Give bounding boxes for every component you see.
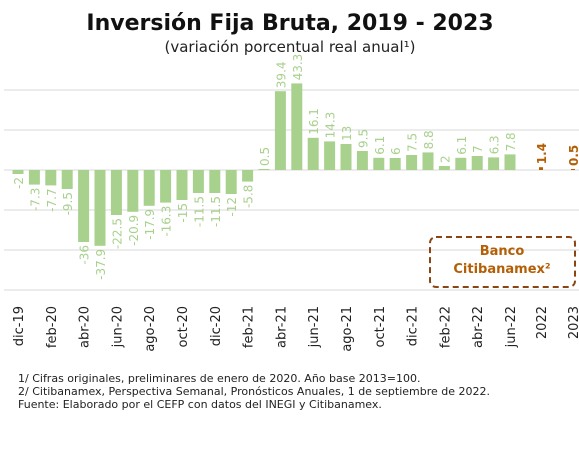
bar — [45, 170, 57, 186]
data-label: 6.1 — [373, 136, 387, 155]
bar — [274, 91, 286, 170]
data-label: 6 — [389, 147, 403, 155]
data-label: -17.9 — [143, 209, 157, 240]
bar — [192, 170, 204, 193]
data-label: -15 — [176, 203, 190, 223]
data-label: -5.8 — [242, 185, 256, 208]
data-label: -12 — [225, 197, 239, 217]
data-label: -36 — [78, 245, 92, 265]
chart-subtitle: (variación porcentual real anual¹) — [165, 38, 416, 56]
data-label: 2 — [438, 155, 452, 163]
bar — [488, 157, 500, 170]
bar — [209, 170, 221, 193]
bar — [356, 151, 368, 170]
footnote: 2/ Citibanamex, Perspectiva Semanal, Pro… — [18, 385, 491, 398]
data-label: -16.3 — [160, 206, 174, 237]
x-tick-label: feb-21 — [242, 306, 257, 348]
data-label: -11.5 — [192, 196, 206, 227]
bar — [539, 167, 543, 170]
bar — [242, 170, 254, 182]
data-label: 16.1 — [307, 108, 321, 135]
chart: Inversión Fija Bruta, 2019 - 2023 (varia… — [4, 11, 579, 352]
footnote: 1/ Cifras originales, preliminares de en… — [18, 372, 421, 385]
footnotes: 1/ Cifras originales, preliminares de en… — [18, 372, 574, 411]
bar — [438, 166, 450, 170]
data-label: -9.5 — [61, 192, 75, 215]
x-tick-label: ago-21 — [340, 306, 355, 352]
bar — [373, 157, 385, 170]
x-tick-label: ago-20 — [143, 306, 158, 352]
data-label: -2 — [12, 177, 26, 189]
bar — [94, 170, 106, 246]
bar — [110, 170, 122, 215]
bar — [389, 158, 401, 170]
bar — [455, 157, 467, 170]
x-tick-label: 2022 — [535, 306, 550, 339]
bar — [307, 137, 319, 170]
annotation-box — [429, 236, 576, 288]
bar — [143, 170, 155, 206]
x-tick-label: abr-22 — [471, 306, 486, 348]
data-label: 7 — [471, 145, 485, 153]
data-label: 0.5 — [567, 145, 579, 166]
bar — [504, 154, 516, 170]
data-label: 6.1 — [455, 136, 469, 155]
x-tick-label: jun-20 — [110, 306, 125, 348]
bar — [340, 144, 352, 170]
data-label: -7.7 — [45, 188, 59, 211]
bar — [160, 170, 172, 203]
annotation: Citibanamex² — [453, 262, 550, 277]
data-label: -20.9 — [127, 215, 141, 246]
chart-title: Inversión Fija Bruta, 2019 - 2023 — [86, 11, 493, 36]
annotation: Banco — [480, 244, 525, 259]
bar — [61, 170, 73, 189]
bar — [12, 170, 24, 174]
data-label: 7.8 — [504, 132, 518, 151]
x-tick-label: jun-21 — [307, 306, 322, 348]
bar — [571, 169, 575, 170]
data-label: 39.4 — [274, 61, 288, 88]
bar — [406, 155, 418, 170]
bar — [258, 169, 270, 170]
x-tick-label: abr-21 — [274, 306, 289, 348]
x-tick-label: dic-21 — [406, 306, 421, 346]
data-label: 7.5 — [406, 133, 420, 152]
bar — [291, 83, 303, 170]
x-tick-label: feb-20 — [45, 306, 60, 348]
data-label: -37.9 — [94, 249, 108, 280]
data-label: 6.3 — [488, 135, 502, 154]
x-tick-label: dic-19 — [12, 306, 27, 346]
x-tick-label: jun-22 — [504, 306, 519, 348]
x-tick-label: oct-20 — [176, 306, 191, 347]
data-label: 13 — [340, 126, 354, 141]
data-label: 9.5 — [356, 129, 370, 148]
bar — [127, 170, 139, 212]
data-label: -7.3 — [28, 188, 42, 211]
x-tick-label: feb-22 — [438, 306, 453, 348]
x-tick-label: oct-21 — [373, 306, 388, 347]
data-label: 0.5 — [258, 147, 272, 166]
data-label: -22.5 — [110, 218, 124, 249]
bar — [225, 170, 237, 194]
data-label: 1.4 — [535, 143, 549, 164]
x-tick-label: abr-20 — [78, 306, 93, 348]
bar — [422, 152, 434, 170]
data-label: 8.8 — [422, 130, 436, 149]
bar — [324, 141, 336, 170]
data-label: 43.3 — [291, 54, 305, 81]
bar — [471, 156, 483, 170]
bar — [28, 170, 40, 185]
x-tick-label: dic-20 — [209, 306, 224, 346]
x-tick-label: 2023 — [567, 306, 579, 339]
bar — [78, 170, 90, 242]
data-label: -11.5 — [209, 196, 223, 227]
footnote: Fuente: Elaborado por el CEFP con datos … — [18, 398, 382, 411]
bar — [176, 170, 188, 200]
data-label: 14.3 — [324, 112, 338, 139]
